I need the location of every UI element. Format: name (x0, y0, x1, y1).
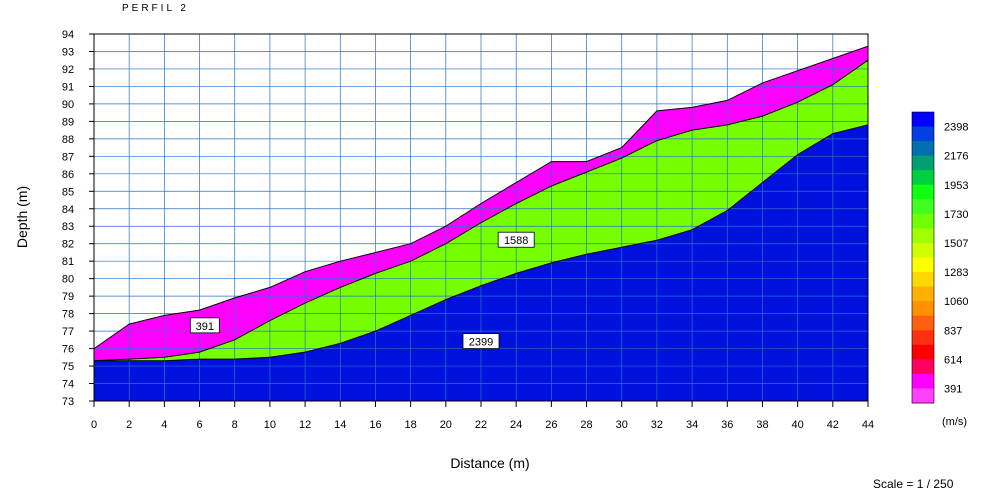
colorbar-label: 1730 (944, 209, 968, 221)
y-tick-label: 76 (62, 344, 74, 356)
colorbar-band (912, 126, 934, 142)
layer-label-box (462, 333, 500, 349)
colorbar-label: 391 (944, 383, 962, 395)
layer-label-391: 391 (196, 321, 214, 333)
x-tick-label: 6 (196, 419, 202, 431)
x-tick-label: 44 (862, 419, 874, 431)
grid-lines (93, 33, 869, 402)
x-tick-label: 34 (686, 419, 698, 431)
colorbar-band (912, 257, 934, 273)
colorbar-label: 2398 (944, 122, 968, 134)
x-tick-label: 10 (264, 419, 276, 431)
y-tick-label: 83 (62, 221, 74, 233)
colorbar-label: 837 (944, 325, 962, 337)
colorbar-band (912, 199, 934, 215)
layer-label-2399: 2399 (469, 337, 493, 349)
colorbar-band (912, 301, 934, 317)
colorbar-frame (911, 111, 935, 404)
x-tick-label: 22 (475, 419, 487, 431)
colorbar-band (912, 242, 934, 258)
y-tick-label: 90 (62, 99, 74, 111)
colorbar-band (912, 388, 934, 404)
y-tick-label: 86 (62, 169, 74, 181)
x-tick-label: 4 (161, 419, 167, 431)
x-tick-label: 24 (510, 419, 522, 431)
y-tick-label: 73 (62, 396, 74, 408)
layer-labels: 391 1588 2399 (189, 231, 535, 349)
y-tick-label: 85 (62, 186, 74, 198)
colorbar-unit: (m/s) (942, 416, 967, 428)
layer-area-2399 (94, 124, 868, 402)
x-tick-label: 26 (545, 419, 557, 431)
y-tick-label: 88 (62, 134, 74, 146)
colorbar-band (912, 344, 934, 360)
chart-title: PERFIL 2 (122, 3, 189, 14)
colorbar-label: 1060 (944, 296, 968, 308)
colorbar-band (912, 213, 934, 229)
y-tick-label: 87 (62, 151, 74, 163)
y-axis: 73 74 75 76 77 78 79 80 81 82 83 84 85 86 87 88 89 90 91 92… (62, 29, 94, 408)
colorbar-label: 1283 (944, 267, 968, 279)
colorbar-band (912, 170, 934, 186)
y-tick-label: 75 (62, 361, 74, 373)
x-tick-label: 8 (232, 419, 238, 431)
x-tick-label: 2 (126, 419, 132, 431)
y-tick-label: 78 (62, 309, 74, 321)
x-tick-label: 28 (580, 419, 592, 431)
boundary-line-1588 (93, 59, 869, 362)
x-tick-label: 30 (616, 419, 628, 431)
boundary-line-391 (93, 45, 869, 350)
colorbar-band (912, 330, 934, 346)
x-tick-label: 20 (440, 419, 452, 431)
y-axis-label: Depth (m) (14, 186, 30, 248)
y-tick-label: 93 (62, 46, 74, 58)
colorbar-band (912, 359, 934, 375)
x-tick-label: 36 (721, 419, 733, 431)
scale-note: Scale = 1 / 250 (873, 477, 954, 491)
colorbar-band (912, 155, 934, 171)
y-tick-label: 92 (62, 64, 74, 76)
colorbar-band (912, 373, 934, 389)
x-tick-label: 38 (756, 419, 768, 431)
y-tick-label: 81 (62, 256, 74, 268)
layer-label-box (497, 231, 535, 248)
y-tick-label: 91 (62, 81, 74, 93)
colorbar-band (912, 315, 934, 331)
y-tick-label: 79 (62, 291, 74, 303)
layer-label-1588: 1588 (504, 235, 528, 247)
colorbar-band (912, 272, 934, 288)
colorbar-band (912, 228, 934, 244)
colorbar-band (912, 141, 934, 157)
x-tick-label: 12 (299, 419, 311, 431)
colorbar-label: 614 (944, 354, 962, 366)
colorbar-label: 1507 (944, 238, 968, 250)
colorbar-label: 1953 (944, 180, 968, 192)
x-tick-label: 14 (334, 419, 346, 431)
y-tick-label: 89 (62, 116, 74, 128)
y-tick-label: 82 (62, 239, 74, 251)
y-tick-label: 84 (62, 204, 74, 216)
x-axis: 0 2 4 6 8 10 12 14 16 18 20 22 24 26 28 30 32 34 36 38 40 42 4… (91, 401, 874, 431)
layer-boundaries (93, 45, 869, 362)
boundary-line-2399 (94, 124, 869, 362)
x-axis-label: Distance (m) (450, 455, 529, 471)
y-tick-label: 94 (62, 29, 74, 41)
velocity-colorbar: 2398 2176 1953 1730 1507 1283 1060 837 614 391 (m/… (911, 111, 968, 428)
colorbar-band (912, 184, 934, 200)
x-tick-label: 42 (827, 419, 839, 431)
x-tick-label: 0 (91, 419, 97, 431)
x-tick-label: 40 (792, 419, 804, 431)
colorbar-band (912, 286, 934, 302)
layer-label-box (189, 317, 220, 334)
x-tick-label: 18 (405, 419, 417, 431)
y-tick-label: 74 (62, 379, 74, 391)
x-tick-label: 16 (369, 419, 381, 431)
x-tick-label: 32 (651, 419, 663, 431)
y-tick-label: 77 (62, 326, 74, 338)
y-tick-label: 80 (62, 274, 74, 286)
colorbar-band (912, 112, 934, 128)
colorbar-label: 2176 (944, 151, 968, 163)
